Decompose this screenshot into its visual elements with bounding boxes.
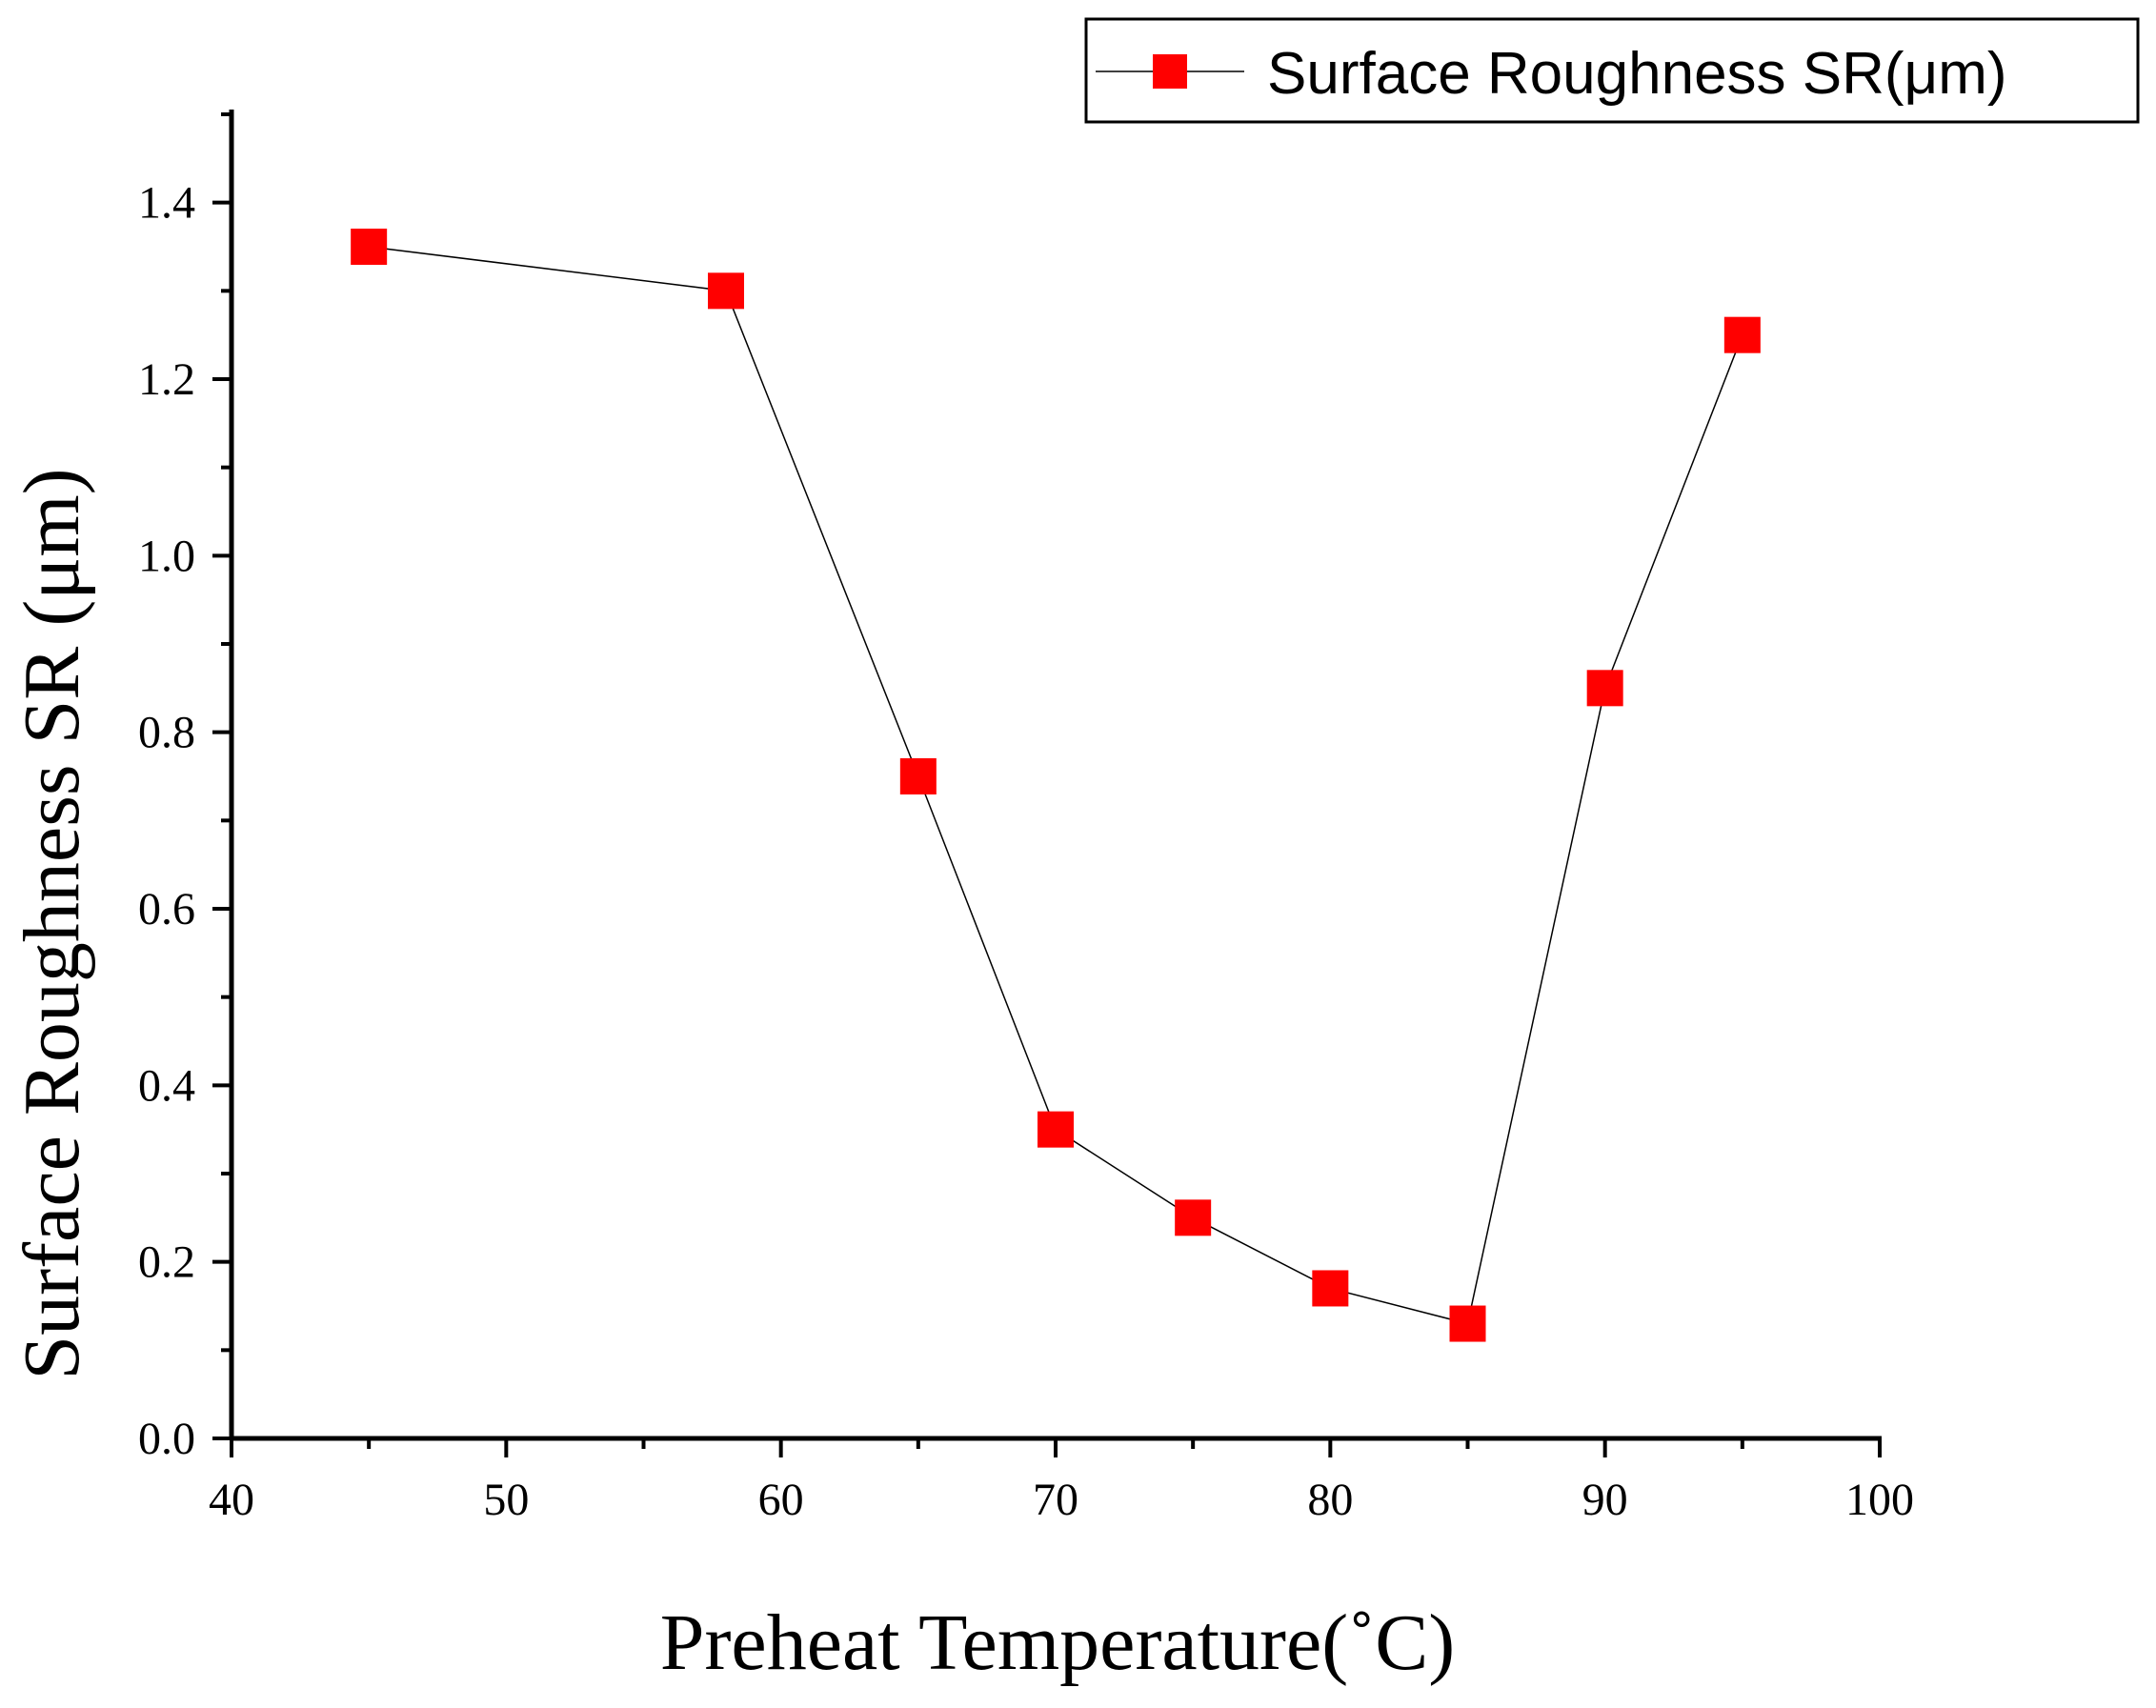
x-tick-label: 90 bbox=[1582, 1475, 1628, 1525]
x-tick-label: 50 bbox=[483, 1475, 529, 1525]
y-tick-label: 0.8 bbox=[138, 708, 195, 758]
ticks: 40 50 60 70 80 90 100 0.0 0.2 0.4 0.6 0.8 1.0 1.2 1.4 bbox=[138, 112, 1914, 1525]
x-axis-title: Preheat Temperature(˚C) bbox=[660, 1598, 1456, 1687]
data-point bbox=[351, 229, 388, 265]
y-tick-label: 0.4 bbox=[138, 1060, 195, 1111]
x-tick-label: 70 bbox=[1033, 1475, 1078, 1525]
x-tick-label: 60 bbox=[758, 1475, 804, 1525]
legend: Surface Roughness SR(μm) bbox=[1084, 17, 2140, 124]
legend-marker bbox=[1153, 54, 1187, 89]
y-tick-label: 1.2 bbox=[138, 354, 195, 405]
data-point bbox=[1175, 1199, 1212, 1236]
data-point bbox=[1312, 1270, 1349, 1307]
y-tick-label: 1.4 bbox=[138, 178, 195, 229]
data-series bbox=[351, 229, 1761, 1342]
y-axis-title: Surface Roughness SR (μm) bbox=[8, 468, 96, 1379]
y-tick-label: 0.6 bbox=[138, 884, 195, 934]
data-point bbox=[1038, 1111, 1074, 1148]
data-point bbox=[1586, 670, 1623, 707]
legend-box bbox=[1084, 17, 2140, 124]
x-tick-label: 80 bbox=[1307, 1475, 1353, 1525]
y-tick-label: 1.0 bbox=[138, 531, 195, 581]
series-line bbox=[369, 246, 1743, 1325]
data-point bbox=[899, 758, 937, 794]
x-tick-label: 100 bbox=[1845, 1475, 1914, 1525]
y-tick-label: 0.0 bbox=[138, 1414, 195, 1464]
axes bbox=[229, 110, 1882, 1441]
y-tick-label: 0.2 bbox=[138, 1237, 195, 1288]
data-point bbox=[1449, 1305, 1486, 1342]
x-tick-label: 40 bbox=[209, 1475, 254, 1525]
legend-label: Surface Roughness SR(μm) bbox=[1267, 41, 2007, 107]
data-point bbox=[708, 272, 744, 310]
data-point bbox=[1723, 316, 1761, 353]
